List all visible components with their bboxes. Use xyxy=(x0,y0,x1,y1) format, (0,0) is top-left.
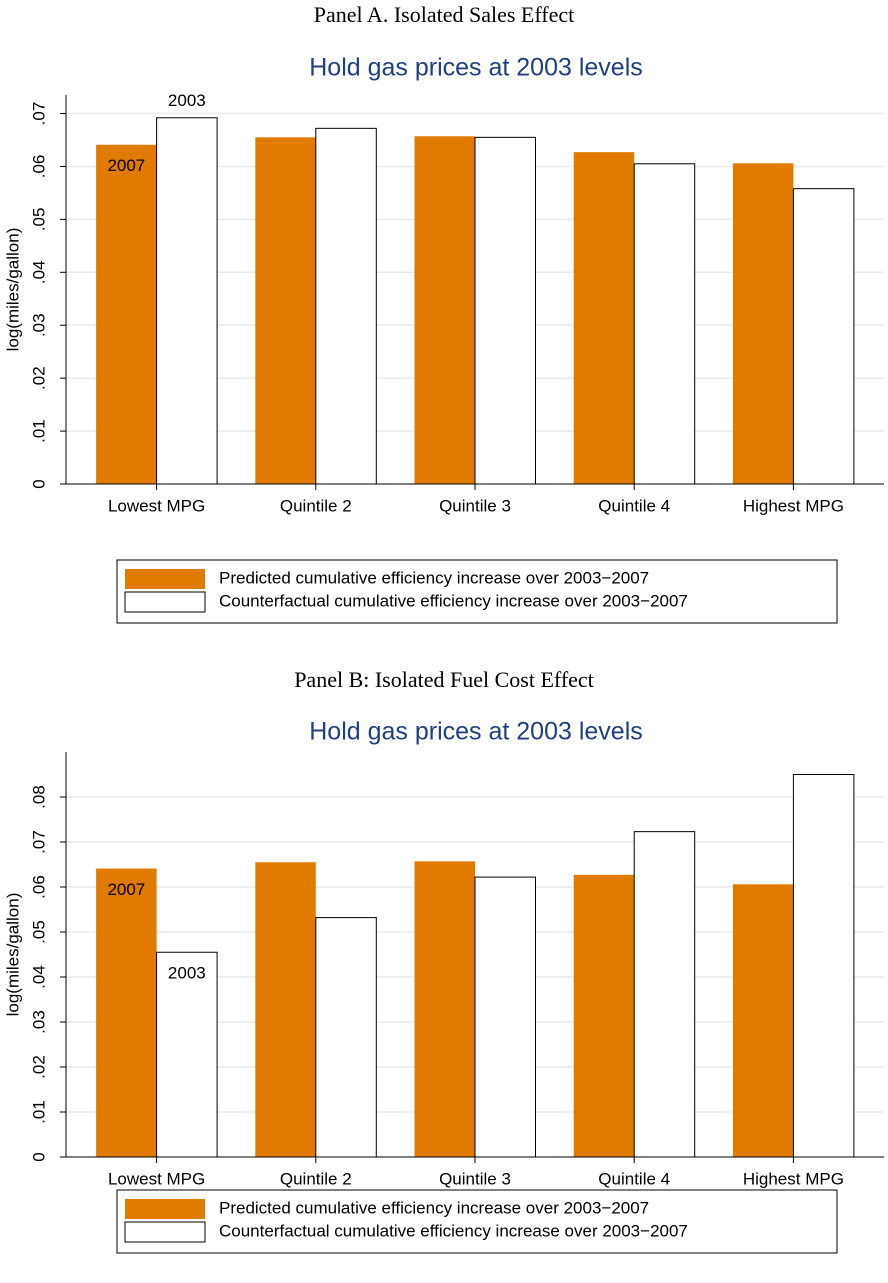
y-axis-label: log(miles/gallon) xyxy=(3,893,22,1017)
y-tick-label: 0 xyxy=(29,1152,48,1161)
bar xyxy=(414,136,475,485)
legend-swatch xyxy=(124,591,206,613)
x-tick-label: Quintile 4 xyxy=(598,496,670,515)
x-tick-label: Quintile 3 xyxy=(439,1169,511,1188)
legend-swatch xyxy=(125,1199,205,1219)
x-tick-label: Quintile 2 xyxy=(280,1169,352,1188)
bar xyxy=(792,188,855,485)
y-tick-label: .06 xyxy=(29,155,48,179)
bar xyxy=(156,951,218,1158)
annotation: 2003 xyxy=(168,91,206,110)
x-tick-label: Lowest MPG xyxy=(108,496,205,515)
bar xyxy=(96,144,157,484)
bar xyxy=(96,868,157,1157)
y-tick-label: .06 xyxy=(29,875,48,899)
x-tick-label: Quintile 4 xyxy=(598,1169,670,1188)
legend-swatch xyxy=(125,569,205,589)
bar xyxy=(573,152,635,484)
bar xyxy=(315,917,377,1158)
bar xyxy=(255,137,316,484)
y-tick-label: .03 xyxy=(29,313,48,337)
bar xyxy=(474,136,536,485)
chart-subtitle: Hold gas prices at 2003 levels xyxy=(309,54,643,82)
x-tick-label: Highest MPG xyxy=(743,496,844,515)
y-tick-label: 0 xyxy=(29,479,48,488)
y-tick-label: .05 xyxy=(29,920,48,944)
bar xyxy=(156,117,218,485)
legend-label: Counterfactual cumulative efficiency inc… xyxy=(219,591,688,610)
bar xyxy=(732,884,794,1157)
bar xyxy=(732,163,794,484)
y-tick-label: .02 xyxy=(29,366,48,390)
bar xyxy=(474,876,536,1158)
bar xyxy=(633,163,696,485)
bar xyxy=(792,774,855,1158)
chart: Panel B: Isolated Fuel Cost Effect Hold g… xyxy=(3,667,884,1254)
legend-label: Predicted cumulative efficiency increase… xyxy=(219,1198,649,1217)
bar xyxy=(315,127,377,485)
y-tick-label: .01 xyxy=(29,1100,48,1124)
legend-label: Counterfactual cumulative efficiency inc… xyxy=(219,1221,688,1240)
annotation: 2003 xyxy=(168,964,206,983)
annotation: 2007 xyxy=(107,156,145,175)
x-tick-label: Highest MPG xyxy=(743,1169,844,1188)
y-tick-label: .03 xyxy=(29,1010,48,1034)
y-tick-label: .05 xyxy=(29,208,48,232)
chart-subtitle: Hold gas prices at 2003 levels xyxy=(309,718,643,746)
bar xyxy=(414,861,475,1157)
y-tick-label: .07 xyxy=(29,830,48,854)
y-axis-label: log(miles/gallon) xyxy=(3,228,22,352)
legend-label: Predicted cumulative efficiency increase… xyxy=(219,568,649,587)
annotation: 2007 xyxy=(107,880,145,899)
legend-swatch xyxy=(124,1221,206,1243)
chart-title: Panel B: Isolated Fuel Cost Effect xyxy=(294,667,594,692)
y-tick-label: .04 xyxy=(29,965,48,989)
y-tick-label: .02 xyxy=(29,1055,48,1079)
chart-title: Panel A. Isolated Sales Effect xyxy=(314,2,574,27)
x-tick-label: Quintile 2 xyxy=(280,496,352,515)
bar xyxy=(573,874,635,1157)
y-tick-label: .07 xyxy=(29,102,48,126)
x-tick-label: Lowest MPG xyxy=(108,1169,205,1188)
legend-box xyxy=(116,1189,838,1254)
y-tick-label: .04 xyxy=(29,260,48,284)
bar xyxy=(255,862,316,1157)
legend-box xyxy=(116,559,838,624)
x-tick-label: Quintile 3 xyxy=(439,496,511,515)
bar xyxy=(633,831,696,1158)
y-tick-label: .08 xyxy=(29,785,48,809)
y-tick-label: .01 xyxy=(29,419,48,443)
chart: Panel A. Isolated Sales Effect Hold gas p… xyxy=(3,2,884,624)
